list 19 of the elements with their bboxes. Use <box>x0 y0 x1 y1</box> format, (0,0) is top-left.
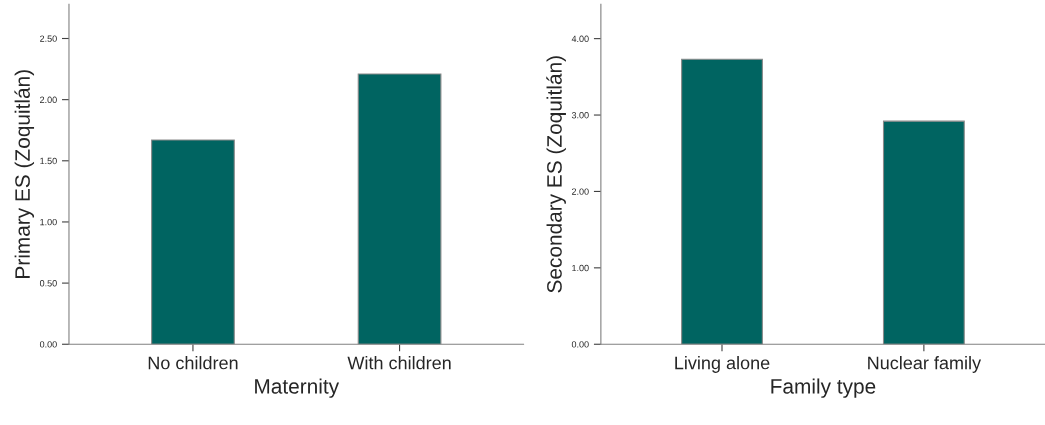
y-tick-label: 1.00 <box>572 264 589 272</box>
y-tick-label: 3.00 <box>571 112 589 119</box>
y-tick-label: 2.00 <box>571 188 589 195</box>
x-tick-label: Nuclear family <box>868 356 982 373</box>
y-tick-label: 0.00 <box>39 341 57 348</box>
y-tick-label: 0.50 <box>39 280 57 287</box>
y-tick-label: 1.00 <box>40 218 57 226</box>
y-tick-label: 0.00 <box>571 341 589 348</box>
y-tick-label: 1.50 <box>40 157 57 165</box>
y-tick-label: 4.00 <box>571 35 589 42</box>
y-tick-label: 2.00 <box>40 96 57 104</box>
y-axis-title: Secondary ES (Zoquitlán) <box>546 56 566 293</box>
y-tick-label: 2.50 <box>40 35 57 42</box>
x-tick-label: With children <box>347 356 451 370</box>
x-tick-label: No children <box>148 356 238 370</box>
y-axis-title: Primary ES (Zoquitlán) <box>14 70 35 278</box>
x-axis-title: Family type <box>771 378 876 398</box>
x-axis-title: Maternity <box>255 378 340 398</box>
x-tick-label: Living alone <box>675 356 770 373</box>
